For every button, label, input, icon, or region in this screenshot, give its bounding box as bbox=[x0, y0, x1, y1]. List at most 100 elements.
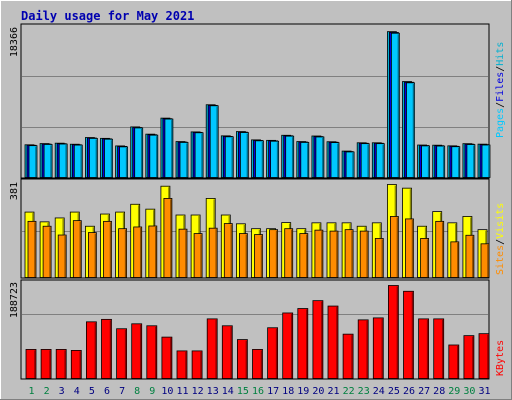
sites-bar bbox=[57, 234, 67, 278]
kbytes-bar-body bbox=[146, 325, 158, 379]
sites-bar-body bbox=[88, 232, 97, 278]
sites-bar-body bbox=[118, 228, 127, 278]
kbytes-bar-body bbox=[357, 319, 369, 379]
legend-hits: Hits bbox=[495, 42, 506, 66]
sites-bar bbox=[329, 230, 339, 278]
sites-bar bbox=[193, 233, 203, 278]
sites-bar bbox=[405, 218, 414, 278]
kbytes-bar-body bbox=[282, 312, 294, 379]
sites-bar bbox=[148, 225, 158, 278]
x-tick-label: 6 bbox=[104, 386, 110, 397]
kbytes-bar bbox=[252, 349, 263, 379]
pages-bar bbox=[421, 145, 431, 178]
x-tick-label: 15 bbox=[237, 386, 249, 397]
pages-bar-body bbox=[239, 132, 249, 178]
sites-bar bbox=[269, 229, 279, 278]
kbytes-bar-body bbox=[86, 321, 97, 379]
kbytes-bar-body bbox=[312, 300, 324, 379]
kbytes-bar-body bbox=[176, 350, 188, 379]
x-tick-label: 7 bbox=[119, 386, 125, 397]
pages-bar-body bbox=[164, 118, 174, 178]
x-tick-label: 19 bbox=[297, 386, 309, 397]
kbytes-bar bbox=[86, 321, 97, 379]
kbytes-bar-body bbox=[372, 317, 384, 379]
sites-bar-body bbox=[223, 223, 233, 278]
sites-bar-body bbox=[42, 225, 52, 278]
legend-visits: Visits bbox=[495, 203, 506, 239]
kbytes-bar bbox=[297, 308, 309, 379]
pages-bar bbox=[300, 142, 310, 178]
sites-bar-body bbox=[359, 230, 369, 278]
pages-bar bbox=[239, 132, 249, 178]
legend-pages: Pages bbox=[495, 108, 506, 138]
kbytes-bar-body bbox=[418, 318, 430, 379]
x-tick-label: 9 bbox=[149, 386, 155, 397]
legend-separator: / bbox=[495, 66, 506, 72]
pages-bar bbox=[164, 118, 174, 178]
pages-bar bbox=[209, 105, 219, 178]
sites-bar-body bbox=[193, 233, 203, 278]
pages-bar-body bbox=[255, 140, 264, 178]
kbytes-bar-body bbox=[40, 349, 52, 379]
pages-bar-body bbox=[330, 142, 340, 178]
sites-bar-body bbox=[435, 220, 445, 278]
sites-bar bbox=[450, 241, 460, 278]
pages-bar-body bbox=[481, 144, 491, 178]
sites-bar-body bbox=[405, 218, 414, 278]
pages-bar-body bbox=[89, 138, 98, 178]
sites-bar bbox=[314, 229, 324, 278]
kbytes-bar bbox=[70, 350, 82, 379]
pages-bar-body bbox=[270, 140, 280, 178]
pages-bar bbox=[270, 140, 280, 178]
kbytes-bar-body bbox=[221, 325, 233, 379]
kbytes-bar bbox=[372, 317, 384, 379]
kbytes-bar bbox=[267, 327, 279, 379]
x-tick-label: 31 bbox=[478, 386, 490, 397]
kbytes-bar-body bbox=[70, 350, 82, 379]
x-tick-label: 29 bbox=[448, 386, 460, 397]
pages-bar bbox=[436, 145, 446, 178]
sites-bar bbox=[435, 220, 445, 278]
sites-bar bbox=[284, 228, 294, 278]
x-tick-label: 2 bbox=[44, 386, 50, 397]
sites-bar-body bbox=[389, 216, 399, 278]
kbytes-bar-body bbox=[433, 318, 445, 379]
sites-bar-body bbox=[57, 234, 67, 278]
kbytes-bar bbox=[342, 333, 354, 379]
x-tick-label: 14 bbox=[222, 386, 234, 397]
x-tick-label: 28 bbox=[433, 386, 445, 397]
hits-panel-legend: Pages/Files/Hits bbox=[495, 42, 506, 138]
sites-bar bbox=[27, 220, 37, 278]
kbytes-bar bbox=[403, 290, 414, 379]
kbytes-bar bbox=[463, 335, 475, 379]
x-tick-label: 27 bbox=[418, 386, 430, 397]
kbytes-bar bbox=[116, 328, 127, 379]
kbytes-panel-legend: KBytes bbox=[495, 340, 506, 376]
x-tick-labels: 1 2 3 4 5 6 7 8 9 10 11 12 13 14 15 16 17 18 19 20 21 22 23 24 2… bbox=[28, 386, 490, 397]
sites-bar-body bbox=[208, 227, 218, 278]
kbytes-bar bbox=[236, 339, 248, 379]
sites-bar bbox=[480, 243, 490, 278]
pages-bar bbox=[89, 138, 98, 178]
pages-bar bbox=[73, 144, 83, 178]
sites-bar bbox=[389, 216, 399, 278]
pages-bar bbox=[179, 142, 189, 178]
sites-bar bbox=[42, 225, 52, 278]
pages-bar-body bbox=[224, 136, 234, 178]
sites-bar-body bbox=[163, 198, 173, 278]
x-tick-label: 20 bbox=[312, 386, 324, 397]
pages-bar-body bbox=[406, 82, 415, 178]
sites-bar-body bbox=[72, 220, 82, 278]
pages-bar-body bbox=[194, 132, 204, 178]
kbytes-bar bbox=[131, 323, 143, 379]
pages-bar-body bbox=[436, 145, 446, 178]
pages-bar bbox=[43, 144, 53, 178]
pages-bar bbox=[375, 143, 385, 178]
pages-bar-body bbox=[300, 142, 310, 178]
sites-bar-body bbox=[254, 234, 263, 278]
kbytes-ymax-label: 188723 bbox=[9, 282, 20, 318]
pages-bar bbox=[360, 143, 370, 178]
kbytes-bar-body bbox=[327, 305, 339, 379]
kbytes-bar bbox=[25, 349, 37, 379]
